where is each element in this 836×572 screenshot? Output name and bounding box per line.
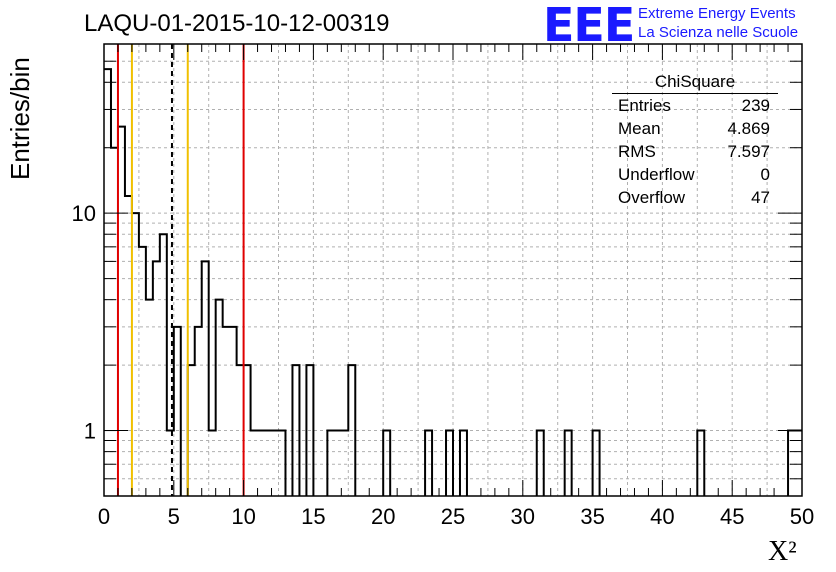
- chart-title: LAQU-01-2015-10-12-00319: [84, 10, 390, 37]
- x-tick-label: 0: [98, 504, 110, 529]
- x-tick-label: 10: [231, 504, 255, 529]
- stats-box-title: ChiSquare: [612, 70, 778, 94]
- x-tick-label: 35: [580, 504, 604, 529]
- y-axis-label: Entries/bin: [5, 57, 35, 180]
- stats-row: RMS 7.597: [612, 140, 778, 163]
- x-tick-label: 40: [650, 504, 674, 529]
- x-tick-label: 50: [790, 504, 814, 529]
- stats-label: Underflow: [618, 165, 695, 184]
- x-tick-label: 15: [301, 504, 325, 529]
- stats-value: 7.597: [727, 142, 770, 161]
- x-tick-label: 20: [371, 504, 395, 529]
- stats-row: Underflow 0: [612, 163, 778, 186]
- stats-value: 0: [760, 165, 770, 184]
- stats-box: ChiSquare Entries 239 Mean 4.869 RMS 7.597 …: [612, 70, 778, 209]
- x-axis-label: X²: [768, 536, 797, 567]
- y-tick-label: 1: [84, 419, 96, 444]
- stats-label: RMS: [618, 142, 656, 161]
- stats-value: 4.869: [727, 119, 770, 138]
- x-tick-label: 45: [720, 504, 744, 529]
- eee-logo: EEE: [543, 0, 635, 52]
- logo-caption: Extreme Energy Events La Scienza nelle S…: [638, 4, 798, 42]
- stats-row: Entries 239: [612, 94, 778, 117]
- x-tick-label: 5: [168, 504, 180, 529]
- stats-row: Overflow 47: [612, 186, 778, 209]
- stats-value: 239: [741, 96, 770, 115]
- y-tick-label: 10: [72, 201, 96, 226]
- logo-caption-line2: La Scienza nelle Scuole: [638, 24, 799, 41]
- stats-value: 47: [751, 188, 770, 207]
- stats-row: Mean 4.869: [612, 117, 778, 140]
- stats-label: Mean: [618, 119, 661, 138]
- stats-label: Entries: [618, 96, 671, 115]
- stats-label: Overflow: [618, 188, 686, 207]
- x-tick-label: 25: [441, 504, 465, 529]
- x-tick-label: 30: [511, 504, 535, 529]
- logo-caption-line1: Extreme Energy Events: [638, 5, 796, 22]
